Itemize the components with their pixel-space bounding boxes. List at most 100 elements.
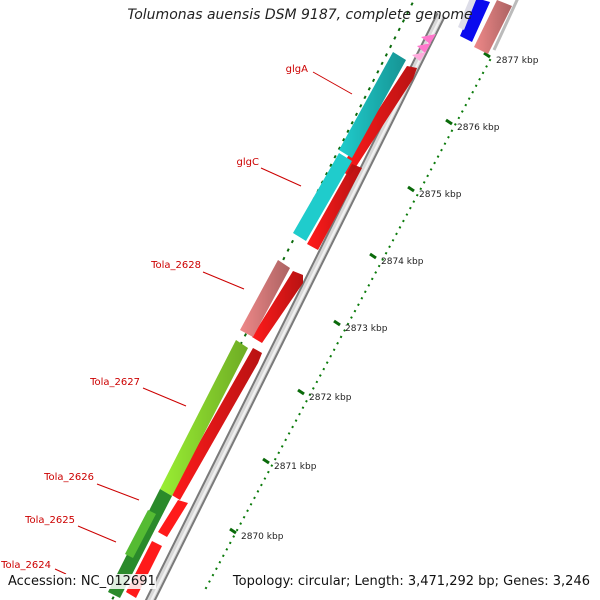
ruler-label-2876: 2876 kbp: [457, 123, 500, 133]
gene-label-tola-2628[interactable]: Tola_2628: [150, 260, 201, 271]
gc-skew-tick: [354, 112, 359, 117]
ruler-minor-tick: [360, 296, 364, 300]
ruler-minor-tick: [374, 271, 378, 274]
gene-label-tola-2624[interactable]: Tola_2624: [0, 560, 51, 571]
ruler-minor-tick: [294, 419, 298, 422]
ruler-minor-tick: [485, 65, 488, 68]
gc-skew-tick: [290, 239, 294, 244]
top-right-features: [458, 0, 519, 54]
ruler-minor-tick: [235, 528, 239, 532]
ruler-minor-tick: [322, 367, 326, 371]
ruler-minor-tick: [426, 174, 429, 178]
ruler-minor-tick: [370, 277, 374, 281]
ruler-major-tick: [445, 118, 453, 126]
ruler-minor-tick: [388, 245, 391, 249]
ruler-minor-tick: [450, 129, 454, 133]
ruler-label-2871: 2871 kbp: [274, 462, 317, 472]
ruler-major-tick: [407, 185, 415, 193]
ruler-minor-tick: [395, 232, 398, 236]
gc-skew-tick: [359, 104, 363, 108]
gc-skew-tick: [401, 19, 406, 23]
ruler-minor-tick: [471, 90, 475, 94]
ruler-minor-tick: [325, 361, 329, 365]
ruler-minor-tick: [391, 238, 395, 242]
ruler-minor-tick: [419, 187, 423, 191]
ruler-minor-tick: [377, 264, 381, 268]
ruler-minor-tick: [332, 348, 336, 352]
ruler-minor-tick: [478, 77, 481, 81]
ruler-minor-tick: [350, 316, 353, 319]
ruler-minor-tick: [228, 541, 232, 545]
ruler-minor-tick: [242, 515, 246, 519]
gene-label-leaders: [54, 71, 353, 575]
gene-feature-track: [108, 52, 406, 598]
gc-skew-tick: [389, 44, 393, 49]
ruler-minor-tick: [218, 560, 222, 564]
ruler-major-tick: [369, 252, 377, 260]
gene-label-tola-2625[interactable]: Tola_2625: [24, 515, 75, 526]
ruler-major-tick: [333, 319, 341, 327]
gc-skew-tick: [342, 137, 346, 142]
gc-skew-tick: [371, 78, 376, 83]
ruler-minor-tick: [298, 412, 301, 416]
gene-label-glgA[interactable]: glgA: [286, 64, 308, 75]
gc-skew-tick: [243, 333, 247, 337]
ruler-minor-tick: [436, 155, 440, 158]
ruler-minor-tick: [405, 213, 409, 216]
gc-skew-tick: [406, 10, 410, 15]
ruler-minor-tick: [454, 123, 457, 126]
ruler-minor-tick: [215, 567, 218, 571]
gene-label-tola-2627[interactable]: Tola_2627: [89, 377, 140, 388]
ruler-minor-tick: [353, 309, 357, 313]
ruler-minor-tick: [429, 168, 433, 171]
ruler-label-2877: 2877 kbp: [496, 56, 539, 66]
cds-arrow-tola-2626[interactable]: [158, 500, 188, 537]
ruler-minor-tick: [402, 219, 405, 223]
ruler-minor-tick: [443, 142, 447, 146]
gene-bar-glgC[interactable]: [293, 153, 352, 241]
ruler-minor-tick: [225, 547, 229, 551]
ruler-minor-tick: [305, 399, 308, 403]
gc-skew-tick: [337, 146, 341, 151]
gc-skew-tick: [363, 95, 367, 100]
ruler-minor-tick: [312, 387, 315, 390]
ruler-major-tick: [297, 388, 305, 396]
gene-label-tola-2626[interactable]: Tola_2626: [43, 472, 94, 483]
trna-markers[interactable]: [412, 34, 436, 61]
genome-summary-text: Topology: circular; Length: 3,471,292 bp…: [232, 574, 590, 589]
ruler-minor-tick: [270, 464, 274, 468]
gc-skew-tick: [367, 87, 371, 91]
ruler-minor-tick: [481, 71, 485, 75]
gc-skew-tick: [111, 596, 115, 600]
gc-skew-tick: [384, 53, 388, 57]
ruler-minor-tick: [346, 322, 350, 326]
ruler-minor-tick: [284, 438, 287, 442]
gene-bar-tola-2625[interactable]: [125, 510, 156, 558]
ruler-label-2872: 2872 kbp: [309, 393, 352, 403]
ruler-major-tick: [262, 457, 270, 465]
gc-skew-tick: [282, 256, 286, 261]
ruler-minor-tick: [291, 425, 294, 429]
gc-skew-tick: [346, 129, 350, 134]
ruler-minor-tick: [256, 490, 260, 493]
ruler-minor-tick: [204, 586, 208, 590]
ruler-minor-tick: [447, 135, 450, 139]
ruler-minor-tick: [273, 457, 277, 461]
ruler-minor-tick: [267, 470, 270, 474]
ruler-minor-tick: [467, 97, 471, 101]
ruler-minor-tick: [488, 58, 492, 62]
ruler-minor-tick: [398, 226, 402, 229]
ruler-label-2875: 2875 kbp: [419, 190, 462, 200]
gene-bar-top-right-blue[interactable]: [460, 0, 490, 42]
ruler-minor-tick: [440, 148, 443, 152]
ruler-major-ticks: [229, 51, 491, 535]
ruler-minor-tick: [208, 580, 211, 583]
ruler-major-tick: [229, 527, 237, 535]
map-title: Tolumonas auensis DSM 9187, complete gen…: [127, 7, 473, 23]
gene-label-glgC[interactable]: glgC: [237, 157, 259, 168]
ruler-minor-tick: [474, 84, 478, 88]
ruler-major-tick: [483, 51, 491, 59]
ruler-minor-ticks: [204, 58, 492, 590]
